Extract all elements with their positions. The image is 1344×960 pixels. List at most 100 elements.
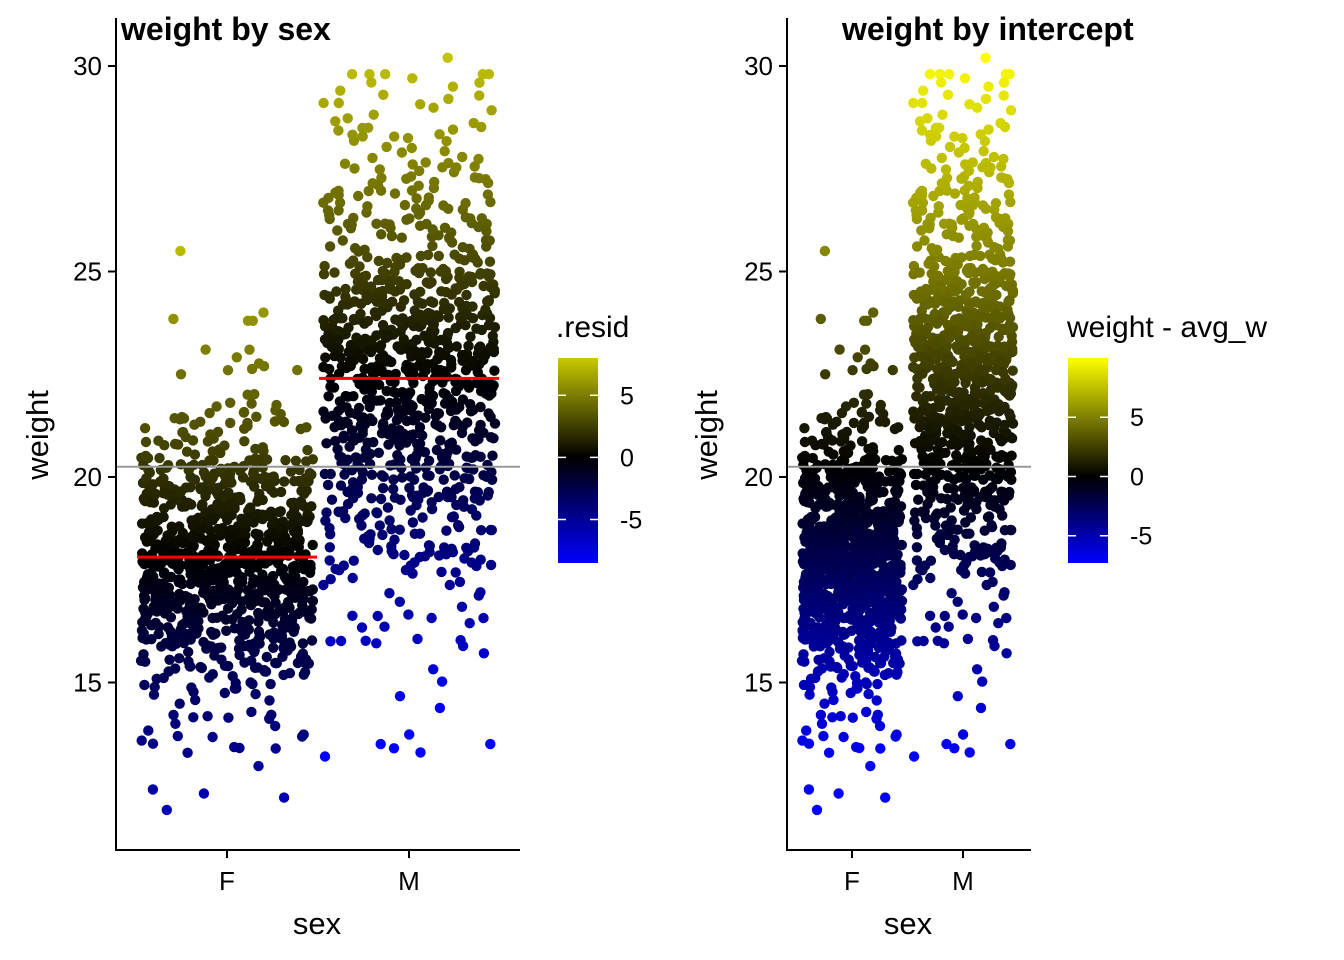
data-point [457,242,468,253]
data-point [484,256,496,267]
data-point [185,578,196,590]
data-point [983,124,994,135]
data-point [372,508,383,519]
data-point [439,146,450,157]
data-point [917,368,928,379]
data-point [859,455,871,466]
data-point [832,499,843,510]
data-point [485,559,497,571]
data-point [812,489,823,500]
data-point [995,542,1007,553]
data-point [209,650,220,661]
data-point [888,525,899,536]
data-point [444,439,455,450]
y-tick-label: 25 [744,257,773,287]
data-point [396,232,407,243]
data-point [868,307,879,318]
data-point [346,69,358,80]
data-point [1002,226,1014,237]
data-point [185,661,196,672]
data-point [170,718,181,729]
data-point [480,174,491,185]
data-point [838,629,850,640]
data-point [347,129,358,140]
data-point [219,687,230,699]
data-point [958,482,969,494]
data-point [349,163,360,174]
data-point [988,151,1000,163]
data-point [447,81,459,92]
data-point [814,612,825,623]
data-point [871,601,882,613]
data-point [1007,418,1019,429]
data-point [174,653,185,664]
data-point [402,364,414,376]
data-point [888,551,899,562]
data-point [1003,189,1015,200]
data-point [136,735,147,746]
data-point [328,314,339,326]
data-point [804,689,815,700]
data-point [275,408,286,420]
data-point [962,193,973,204]
data-point [238,406,250,418]
data-point [475,587,486,598]
data-point [426,612,437,624]
y-tick-label: 15 [744,668,773,698]
data-point [187,435,199,446]
data-point [979,273,990,285]
data-point [292,364,303,376]
data-point [814,499,825,510]
data-point [386,356,397,368]
data-point [916,444,927,455]
data-point [974,420,986,431]
data-point [471,510,482,521]
data-point [971,240,982,252]
data-point [278,792,290,803]
data-point [893,422,904,433]
data-point [198,636,209,648]
data-point [982,405,993,417]
data-point [963,439,975,450]
data-point [403,609,414,620]
data-point [475,419,486,431]
data-point [815,313,826,325]
data-point [894,468,906,479]
data-point [820,624,831,635]
data-point [389,434,400,445]
data-point [285,587,297,599]
data-point [261,651,272,663]
data-point [239,657,250,668]
data-point [384,219,395,230]
data-point [346,425,358,436]
data-point [410,414,421,425]
data-point [847,365,858,376]
data-point [874,720,886,732]
data-point [259,453,270,464]
data-point [819,414,830,425]
data-point [141,518,152,529]
data-point [401,252,412,263]
data-point [440,273,452,285]
data-point [956,279,967,290]
data-point [395,301,406,312]
data-point [257,509,268,520]
data-point [814,526,826,537]
legend-tick-label: 5 [1130,404,1144,432]
data-point [952,596,963,607]
data-point [250,688,261,700]
data-point [280,455,291,466]
data-point [382,257,393,269]
data-point [944,329,956,341]
y-tick-label: 20 [744,462,773,492]
data-point [257,569,268,580]
data-point [401,214,412,225]
data-point [386,230,398,242]
data-point [364,69,375,80]
color-legend: .resid 5 0 -5 [556,311,642,563]
data-point [335,480,347,491]
data-point [397,472,408,483]
data-point [318,97,329,109]
data-point [439,366,450,377]
data-point [160,599,171,610]
